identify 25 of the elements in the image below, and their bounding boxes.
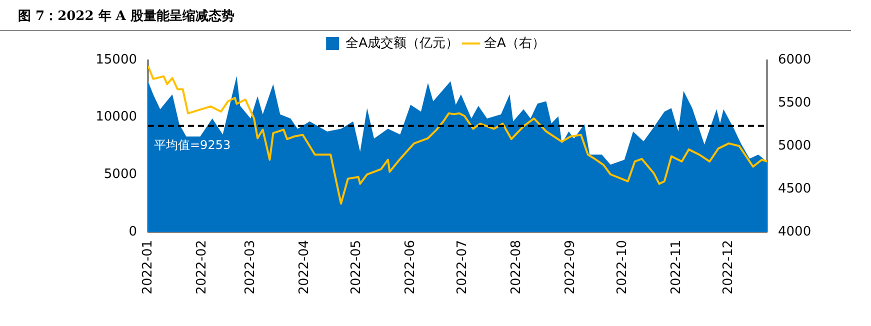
x-tick-label: 2022-06 [402, 240, 418, 294]
y-tick-label: 5000 [104, 167, 137, 182]
x-tick-label: 2022-05 [349, 240, 364, 294]
x-tick-label: 2022-01 [140, 240, 156, 294]
y-tick-label: 10000 [96, 110, 137, 125]
y-tick-label: 0 [128, 224, 137, 240]
chart-title: 图 7：2022 年 A 股量能呈缩减态势 [0, 0, 851, 31]
y2-tick-label: 4500 [778, 181, 812, 196]
x-tick-label: 2022-02 [194, 240, 210, 294]
y2-tick-label: 5500 [778, 95, 812, 110]
x-tick-label: 2022-11 [668, 240, 684, 294]
y-tick-label: 15000 [96, 52, 137, 68]
x-tick-label: 2022-10 [615, 240, 630, 294]
x-tick-label: 2022-04 [296, 240, 312, 294]
ref-line-label: 平均值=9253 [154, 138, 231, 152]
y2-tick-label: 5000 [778, 138, 812, 154]
legend-label: 全A成交额（亿元） [346, 34, 459, 51]
x-tick-label: 2022-08 [508, 240, 524, 294]
x-tick-label: 2022-12 [721, 240, 736, 294]
x-tick-label: 2022-03 [242, 240, 258, 294]
x-tick-label: 2022-07 [455, 240, 470, 294]
y2-tick-label: 6000 [778, 52, 812, 68]
x-tick-label: 2022-09 [562, 240, 578, 294]
y2-tick-label: 4000 [778, 224, 812, 240]
legend-label: 全A（右） [484, 36, 545, 51]
